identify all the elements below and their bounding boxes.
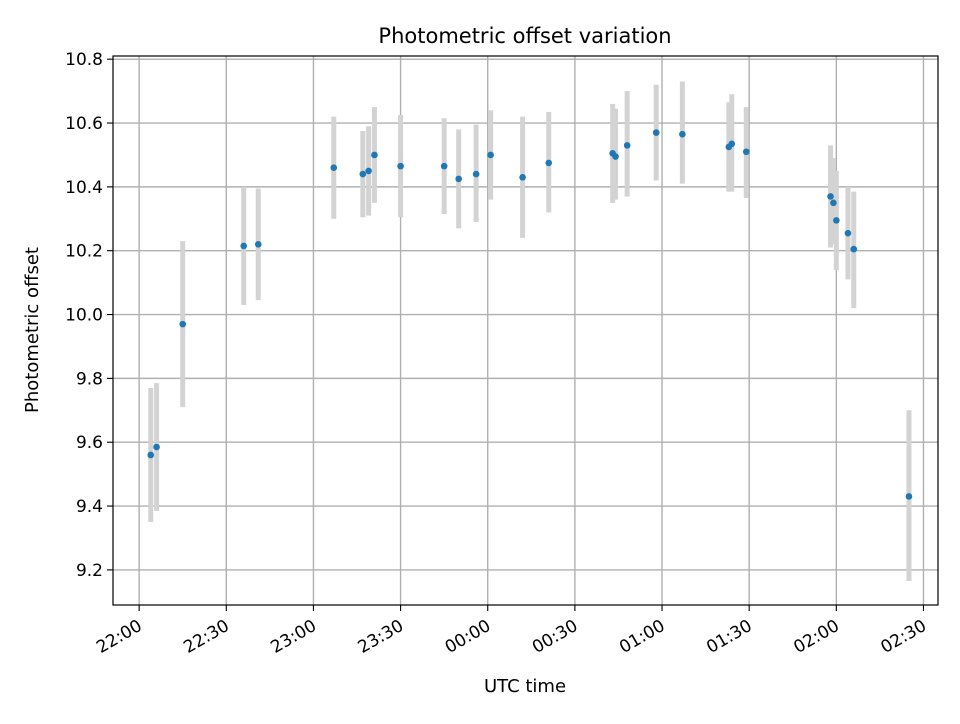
data-point <box>844 229 852 237</box>
data-point <box>147 451 155 459</box>
data-point <box>545 159 553 167</box>
data-point <box>472 170 480 178</box>
data-point <box>728 140 736 148</box>
data-point <box>830 199 837 207</box>
data-point <box>330 164 338 172</box>
y-axis-label: Photometric offset <box>22 247 43 413</box>
y-tick-label: 9.8 <box>76 369 103 389</box>
y-tick-label: 9.2 <box>76 561 103 581</box>
y-tick-label: 9.4 <box>76 497 103 517</box>
data-point <box>254 241 262 248</box>
plot-frame <box>112 55 939 606</box>
data-point <box>623 142 631 149</box>
data-point <box>153 443 160 451</box>
data-point <box>371 151 378 159</box>
data-point <box>833 217 840 224</box>
data-point <box>905 493 913 500</box>
y-axis-ticks: 9.2 9.4 9.6 9.8 10.0 10.2 10.4 10.6 10.8 <box>65 50 113 581</box>
data-point <box>850 245 858 253</box>
data-point <box>612 153 619 160</box>
data-points <box>147 129 913 500</box>
x-axis-label: UTC time <box>484 676 566 697</box>
y-tick-label: 10.0 <box>65 306 103 326</box>
y-tick-label: 9.6 <box>76 433 103 453</box>
data-point <box>679 130 686 138</box>
data-point <box>365 167 372 175</box>
y-tick-label: 10.4 <box>65 178 103 198</box>
data-point <box>455 175 462 183</box>
data-point <box>487 151 494 159</box>
chart-title: Photometric offset variation <box>378 24 671 48</box>
grid-lines <box>113 56 938 605</box>
data-point <box>359 170 367 178</box>
data-point <box>240 242 248 250</box>
data-point <box>652 129 660 136</box>
y-tick-label: 10.8 <box>65 50 103 70</box>
data-point <box>827 193 834 200</box>
data-point <box>440 162 448 170</box>
data-point <box>179 320 187 328</box>
y-tick-label: 10.2 <box>65 242 103 262</box>
data-point <box>742 148 750 156</box>
data-point <box>397 162 404 170</box>
y-tick-label: 10.6 <box>65 114 103 134</box>
data-point <box>519 173 526 181</box>
